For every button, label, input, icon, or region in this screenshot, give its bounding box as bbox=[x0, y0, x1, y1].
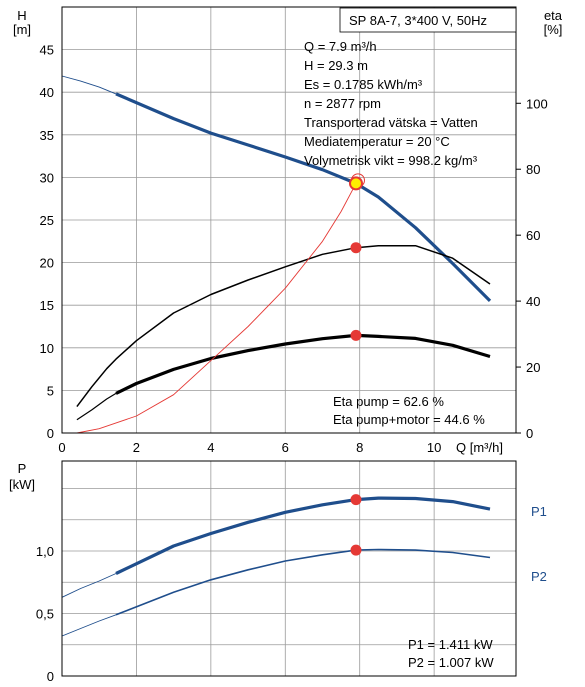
h-axis-unit: [m] bbox=[13, 22, 31, 37]
h-tick-label: 10 bbox=[40, 341, 54, 356]
h-tick-label: 0 bbox=[47, 426, 54, 441]
eta-tick-label: 0 bbox=[526, 426, 533, 441]
h-tick-label: 45 bbox=[40, 43, 54, 58]
p-axis-unit: [kW] bbox=[9, 477, 35, 492]
eta-pump-motor-label: Eta pump+motor = 44.6 % bbox=[333, 412, 485, 427]
eta-tick-label: 80 bbox=[526, 162, 540, 177]
q-tick-label: 10 bbox=[427, 440, 441, 455]
top-chart-grid bbox=[62, 7, 516, 433]
info-density: Volymetrisk vikt = 998.2 kg/m³ bbox=[304, 153, 478, 168]
eta-axis-unit: [%] bbox=[544, 22, 563, 37]
eta-tick-label: 40 bbox=[526, 294, 540, 309]
p1-curve-extension bbox=[61, 573, 117, 598]
q-axis-label: Q [m³/h] bbox=[456, 440, 503, 455]
q-tick-label: 0 bbox=[58, 440, 65, 455]
info-temperature: Mediatemperatur = 20 °C bbox=[304, 134, 450, 149]
h-tick-label: 40 bbox=[40, 85, 54, 100]
system-curve bbox=[76, 183, 357, 434]
power-info: P1 = 1.411 kW P2 = 1.007 kW bbox=[408, 637, 494, 670]
title-box bbox=[339, 7, 517, 33]
eta-pump-marker bbox=[350, 242, 362, 254]
q-tick-label: 4 bbox=[207, 440, 214, 455]
p-axis-label: P bbox=[18, 461, 27, 476]
p-tick-label: 1,0 bbox=[36, 544, 54, 559]
p2-series-label: P2 bbox=[531, 569, 547, 584]
eta-pump-curve bbox=[76, 244, 491, 408]
info-n: n = 2877 rpm bbox=[304, 96, 381, 111]
h-tick-label: 30 bbox=[40, 170, 54, 185]
p1-value-label: P1 = 1.411 kW bbox=[408, 637, 493, 652]
operating-info: Q = 7.9 m³/h H = 29.3 m Es = 0.1785 kWh/… bbox=[304, 39, 478, 168]
eta-pump-motor-extension bbox=[76, 392, 117, 421]
info-es: Es = 0.1785 kWh/m³ bbox=[304, 77, 423, 92]
p2-curve bbox=[115, 548, 491, 616]
p1-curve bbox=[115, 496, 491, 575]
top-plot-frame bbox=[61, 6, 517, 434]
top-chart-ticks: 0 5 10 15 20 25 30 35 40 45 0 20 40 60 80 100 0 2 4 6 8 10 bbox=[40, 43, 548, 455]
operating-point-markers bbox=[348, 173, 365, 556]
info-h: H = 29.3 m bbox=[304, 58, 368, 73]
p2-value-label: P2 = 1.007 kW bbox=[408, 655, 494, 670]
chart-title: SP 8A-7, 3*400 V, 50Hz bbox=[349, 13, 487, 28]
p2-curve-extension bbox=[61, 614, 117, 637]
eta-tick-label: 60 bbox=[526, 228, 540, 243]
p2-marker bbox=[350, 544, 362, 556]
p-tick-label: 0 bbox=[47, 669, 54, 684]
operating-point-h-marker bbox=[348, 176, 363, 191]
info-liquid: Transporterad vätska = Vatten bbox=[304, 115, 478, 130]
h-axis-label: H bbox=[17, 8, 26, 23]
h-tick-label: 35 bbox=[40, 128, 54, 143]
bottom-plot-frame bbox=[61, 460, 517, 677]
h-tick-label: 5 bbox=[47, 383, 54, 398]
h-curve-extension bbox=[61, 75, 117, 95]
info-q: Q = 7.9 m³/h bbox=[304, 39, 377, 54]
top-chart-series bbox=[61, 75, 492, 434]
eta-info: Eta pump = 62.6 % Eta pump+motor = 44.6 … bbox=[333, 394, 485, 427]
h-tick-label: 20 bbox=[40, 256, 54, 271]
h-curve bbox=[115, 92, 492, 303]
q-tick-label: 8 bbox=[356, 440, 363, 455]
eta-tick-label: 100 bbox=[526, 96, 548, 111]
eta-pump-motor-marker bbox=[350, 329, 362, 341]
h-tick-label: 15 bbox=[40, 298, 54, 313]
eta-pump-motor-curve bbox=[115, 333, 491, 395]
bottom-chart-series bbox=[61, 496, 491, 637]
q-tick-label: 6 bbox=[282, 440, 289, 455]
eta-axis-label: eta bbox=[544, 8, 563, 23]
eta-tick-label: 20 bbox=[526, 360, 540, 375]
h-tick-label: 25 bbox=[40, 213, 54, 228]
eta-pump-label: Eta pump = 62.6 % bbox=[333, 394, 444, 409]
p1-marker bbox=[350, 494, 362, 506]
p-tick-label: 0,5 bbox=[36, 607, 54, 622]
bottom-chart-ticks: 0 0,5 1,0 bbox=[36, 544, 54, 684]
p1-series-label: P1 bbox=[531, 504, 547, 519]
q-tick-label: 2 bbox=[133, 440, 140, 455]
